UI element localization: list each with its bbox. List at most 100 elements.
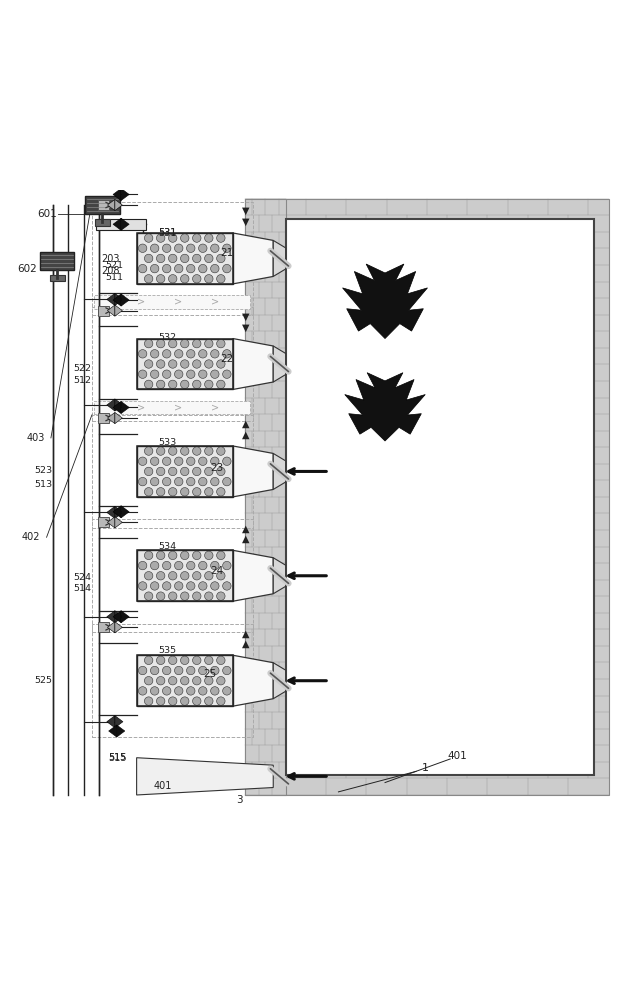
Circle shape <box>211 666 219 675</box>
Polygon shape <box>273 346 286 382</box>
Circle shape <box>186 477 195 486</box>
Circle shape <box>168 360 177 368</box>
Text: 511: 511 <box>106 273 124 282</box>
Bar <box>98 413 109 423</box>
Circle shape <box>168 488 177 496</box>
Circle shape <box>163 582 171 590</box>
Circle shape <box>181 697 189 705</box>
Text: ▲: ▲ <box>242 534 249 544</box>
Circle shape <box>211 687 219 695</box>
Circle shape <box>211 457 219 465</box>
Text: >: > <box>211 402 220 412</box>
Bar <box>286 219 594 775</box>
Circle shape <box>223 561 231 570</box>
Circle shape <box>138 477 147 486</box>
Circle shape <box>138 666 147 675</box>
Polygon shape <box>343 264 427 339</box>
Circle shape <box>156 592 165 600</box>
Text: 3: 3 <box>236 795 243 805</box>
Circle shape <box>217 275 225 283</box>
Circle shape <box>156 467 165 476</box>
Polygon shape <box>107 412 115 424</box>
Polygon shape <box>233 339 273 389</box>
Circle shape <box>193 447 201 455</box>
Text: ▲: ▲ <box>242 524 249 534</box>
Circle shape <box>199 370 207 378</box>
Polygon shape <box>115 412 122 424</box>
Polygon shape <box>117 725 125 737</box>
Circle shape <box>181 447 189 455</box>
Text: 524: 524 <box>73 573 91 582</box>
Bar <box>95 219 110 226</box>
Bar <box>92 624 253 737</box>
Circle shape <box>223 370 231 378</box>
Circle shape <box>175 477 183 486</box>
Text: 534: 534 <box>158 542 176 551</box>
Circle shape <box>204 467 213 476</box>
Circle shape <box>217 447 225 455</box>
Circle shape <box>150 666 159 675</box>
Polygon shape <box>115 622 122 633</box>
Bar <box>92 202 253 315</box>
Circle shape <box>175 582 183 590</box>
Circle shape <box>156 447 165 455</box>
Bar <box>86 196 119 214</box>
Bar <box>137 233 233 284</box>
Circle shape <box>199 457 207 465</box>
Polygon shape <box>345 373 425 441</box>
Circle shape <box>150 561 159 570</box>
Circle shape <box>150 582 159 590</box>
Circle shape <box>217 254 225 263</box>
Circle shape <box>217 656 225 665</box>
Circle shape <box>163 687 171 695</box>
Text: 402: 402 <box>22 532 40 542</box>
Text: ▲: ▲ <box>242 639 249 649</box>
Polygon shape <box>107 622 115 633</box>
Polygon shape <box>107 305 115 316</box>
Polygon shape <box>273 663 286 699</box>
Text: >: > <box>174 297 183 307</box>
Circle shape <box>193 254 201 263</box>
Circle shape <box>211 370 219 378</box>
Text: 208: 208 <box>101 266 120 276</box>
Polygon shape <box>113 188 121 201</box>
Circle shape <box>168 254 177 263</box>
Text: ▼: ▼ <box>242 206 249 216</box>
Circle shape <box>163 457 171 465</box>
Polygon shape <box>121 218 129 230</box>
Circle shape <box>168 467 177 476</box>
Bar <box>137 233 233 284</box>
Circle shape <box>156 572 165 580</box>
Bar <box>92 307 253 421</box>
Circle shape <box>223 244 231 252</box>
Circle shape <box>193 234 201 242</box>
Text: 525: 525 <box>35 676 53 685</box>
Circle shape <box>145 275 153 283</box>
Circle shape <box>204 380 213 389</box>
Circle shape <box>150 350 159 358</box>
Text: 513: 513 <box>35 480 53 489</box>
Circle shape <box>193 467 201 476</box>
Circle shape <box>223 477 231 486</box>
Circle shape <box>150 244 159 252</box>
Circle shape <box>204 572 213 580</box>
Circle shape <box>156 488 165 496</box>
Circle shape <box>168 592 177 600</box>
Bar <box>137 339 233 389</box>
Circle shape <box>204 360 213 368</box>
Circle shape <box>199 350 207 358</box>
Circle shape <box>150 477 159 486</box>
Circle shape <box>156 656 165 665</box>
Circle shape <box>163 244 171 252</box>
Circle shape <box>181 467 189 476</box>
Circle shape <box>217 488 225 496</box>
Polygon shape <box>115 305 122 316</box>
Circle shape <box>193 551 201 560</box>
Polygon shape <box>107 611 115 623</box>
Circle shape <box>145 360 153 368</box>
Circle shape <box>168 697 177 705</box>
Polygon shape <box>233 550 273 601</box>
Bar <box>245 199 609 795</box>
Text: 601: 601 <box>37 209 57 219</box>
Text: 515: 515 <box>109 753 127 762</box>
